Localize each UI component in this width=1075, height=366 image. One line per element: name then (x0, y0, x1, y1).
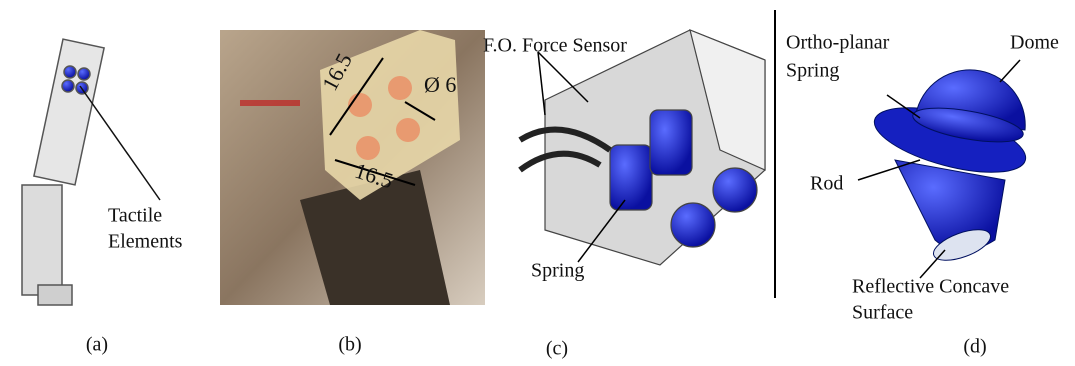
figure: Tactile Elements (a) 16.5 16.5 Ø 6 (b) F… (0, 0, 1075, 361)
annotation: Rod (810, 173, 843, 195)
annotation: Surface (852, 302, 913, 324)
annotation: F.O. Force Sensor (483, 35, 627, 57)
pointer (80, 86, 160, 200)
annotation: Spring (786, 60, 839, 82)
sensor-cad (520, 30, 765, 265)
annotation: Elements (108, 231, 183, 253)
annotation: Dome (1010, 32, 1059, 54)
annotation: Spring (531, 260, 584, 282)
panel-label: (a) (86, 334, 108, 356)
annotation: Ortho-planar (786, 32, 890, 54)
annotation: Tactile (108, 205, 162, 227)
dimension: Ø 6 (424, 72, 456, 97)
finger-drawing (22, 39, 104, 305)
panel-label: (c) (546, 338, 568, 360)
annotation: Reflective Concave (852, 276, 1009, 298)
panel-label: (d) (963, 336, 986, 358)
panel-label: (b) (338, 334, 361, 356)
